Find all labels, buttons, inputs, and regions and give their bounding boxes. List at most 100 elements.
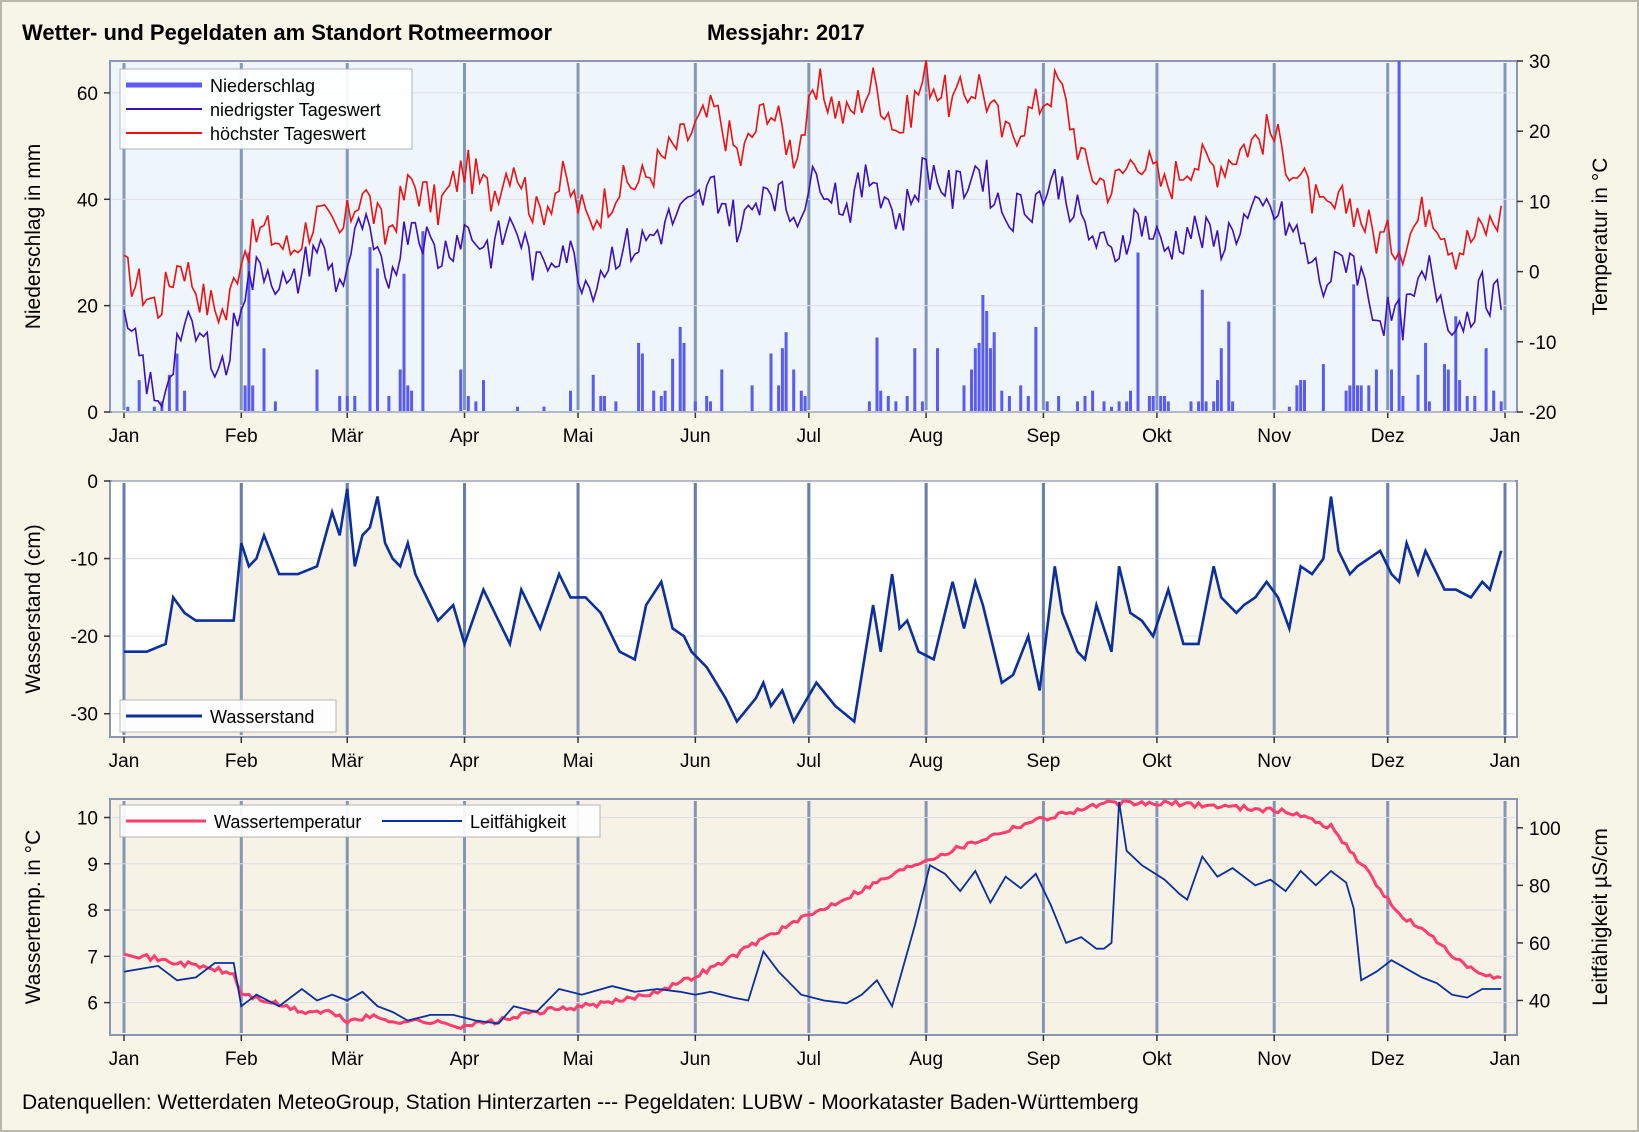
precipitation-bar: [603, 396, 606, 411]
data-source-footer: Datenquellen: Wetterdaten MeteoGroup, St…: [22, 1091, 1139, 1114]
precipitation-bar: [167, 374, 171, 411]
precipitation-bar: [1499, 401, 1503, 411]
precipitation-bar: [542, 406, 546, 411]
precipitation-bar: [1321, 364, 1325, 411]
precipitation-bar: [1197, 401, 1201, 411]
water-x-tick-label: Feb: [225, 751, 258, 772]
precipitation-bar: [482, 380, 485, 411]
precipitation-bar: [1216, 380, 1219, 411]
weather-x-tick-label: Mär: [331, 426, 364, 447]
precipitation-bar: [1159, 396, 1163, 411]
weather-y2-tick-label: 20: [1529, 122, 1550, 143]
water-x-tick-label: Okt: [1142, 751, 1172, 772]
precipitation-bar: [1465, 396, 1469, 411]
precipitation-bar: [1091, 390, 1095, 411]
precipitation-bar: [376, 268, 379, 411]
weather-x-tick-label: Jun: [680, 426, 711, 447]
water-x-tick-label: Apr: [450, 751, 480, 772]
precipitation-bar: [709, 401, 712, 411]
precipitation-bar: [1367, 385, 1371, 411]
precipitation-bar: [1151, 396, 1155, 411]
precipitation-bar: [1200, 289, 1204, 411]
precipitation-bar: [1231, 401, 1235, 411]
water-x-tick-label: Jun: [680, 751, 711, 772]
precipitation-bar: [663, 390, 667, 411]
precipitation-bar: [637, 342, 641, 411]
precipitation-bar: [1287, 406, 1291, 411]
watertemp-x-tick-label: Okt: [1142, 1049, 1172, 1070]
weather-y-axis-title: Niederschlag in mm: [22, 144, 45, 330]
precipitation-bar: [273, 401, 277, 411]
precipitation-bar: [1163, 396, 1166, 411]
precipitation-bar: [466, 396, 470, 411]
water-y-tick-label: -10: [71, 550, 98, 571]
precipitation-bar: [569, 390, 572, 411]
watertemp-x-tick-label: Aug: [909, 1049, 943, 1070]
precipitation-bar: [1166, 401, 1170, 411]
weather-legend-label: höchster Tageswert: [210, 124, 366, 144]
weather-y2-tick-label: 30: [1529, 52, 1550, 73]
precipitation-bar: [1129, 390, 1132, 411]
watertemp-x-tick-label: Feb: [225, 1049, 258, 1070]
precipitation-bar: [410, 390, 414, 411]
precipitation-bar: [1352, 284, 1356, 411]
water-temperature-line: [123, 798, 1502, 1031]
precipitation-bar: [875, 337, 879, 411]
weather-x-tick-label: Okt: [1142, 426, 1172, 447]
precipitation-bar: [1045, 401, 1049, 411]
weather-x-tick-label: Aug: [909, 426, 943, 447]
precipitation-bar: [1374, 369, 1378, 411]
precipitation-bar: [1492, 390, 1496, 411]
precipitation-bar: [421, 231, 425, 411]
precipitation-bar: [1057, 396, 1061, 411]
conductivity-legend-label: Leitfähigkeit: [470, 812, 566, 832]
precipitation-bar: [894, 401, 898, 411]
watertemp-y-tick-label: 7: [87, 947, 98, 968]
watertemp-x-tick-label: Apr: [450, 1049, 480, 1070]
precipitation-bar: [1446, 369, 1450, 411]
weather-x-tick-label: Jan: [109, 426, 140, 447]
precipitation-bar: [1424, 342, 1428, 411]
precipitation-bar: [1458, 380, 1462, 411]
weather-y2-tick-label: -20: [1529, 403, 1556, 424]
precipitation-bar: [682, 342, 686, 411]
measurement-year: Messjahr: 2017: [707, 20, 865, 45]
chart-title: Wetter- und Pegeldaten am Standort Rotme…: [22, 20, 553, 45]
precipitation-bar: [1019, 385, 1023, 411]
precipitation-bar: [962, 385, 966, 411]
precipitation-bar: [1147, 396, 1151, 411]
precipitation-bar: [345, 396, 349, 411]
water-x-tick-label: Nov: [1257, 751, 1291, 772]
precipitation-bar: [1473, 396, 1477, 411]
water-level-line: [124, 488, 1503, 725]
watertemp-y-tick-label: 9: [87, 855, 98, 876]
watertemp-plot-area: [109, 798, 1518, 1036]
precipitation-bar: [803, 396, 807, 411]
watertemp-y2-axis-title: Leitfähigkeit µS/cm: [1589, 828, 1612, 1006]
precipitation-bar: [1359, 385, 1363, 411]
precipitation-bar: [1219, 348, 1223, 411]
precipitation-bar: [1416, 374, 1420, 411]
precipitation-bar: [599, 396, 603, 411]
precipitation-bar: [973, 348, 977, 411]
watertemp-x-tick-label: Dez: [1371, 1049, 1405, 1070]
precipitation-bar: [1401, 396, 1405, 411]
water-y-tick-label: -20: [71, 627, 98, 648]
precipitation-bar: [1427, 401, 1431, 411]
weather-x-tick-label: Mai: [563, 426, 594, 447]
precipitation-bar: [780, 348, 784, 411]
weather-x-tick-label: Sep: [1026, 426, 1060, 447]
precipitation-bar: [474, 401, 478, 411]
watertemp-y-tick-label: 6: [87, 994, 98, 1015]
precipitation-bar: [936, 348, 939, 411]
precipitation-bar: [1356, 385, 1359, 411]
conductivity-line: [123, 801, 1502, 1025]
watertemp-x-tick-label: Jul: [797, 1049, 821, 1070]
watertemp-legend-label: Wassertemperatur: [214, 812, 361, 832]
precipitation-bar: [652, 390, 656, 411]
precipitation-bar: [784, 332, 788, 411]
water-y-axis-title: Wasserstand (cm): [22, 524, 45, 694]
precipitation-bar: [1136, 252, 1140, 411]
